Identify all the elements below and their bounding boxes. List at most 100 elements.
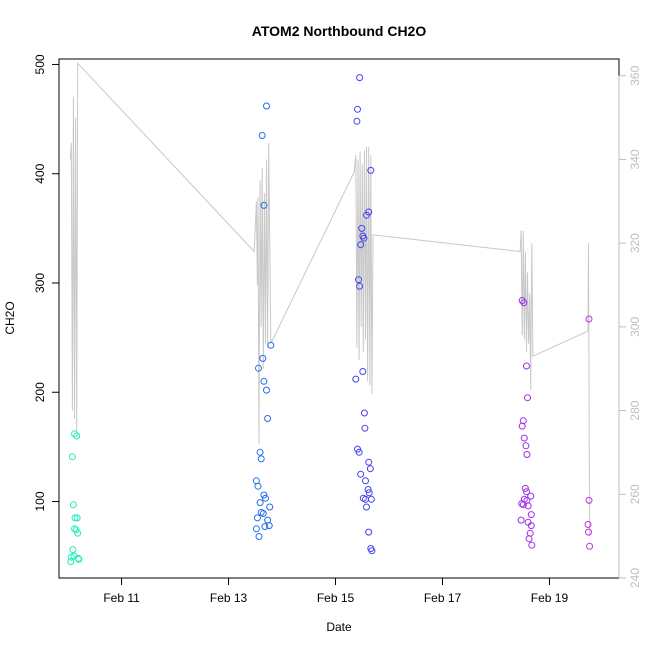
data-point bbox=[267, 341, 275, 349]
data-point bbox=[363, 211, 370, 219]
data-point bbox=[73, 432, 81, 440]
x-tick-label: Feb 19 bbox=[531, 591, 569, 605]
data-point bbox=[359, 368, 367, 375]
y-tick-label: 100 bbox=[33, 491, 47, 511]
data-point bbox=[75, 555, 83, 563]
data-point bbox=[520, 434, 528, 442]
data-point bbox=[527, 492, 535, 500]
data-point bbox=[266, 503, 274, 511]
y-tick-label: 200 bbox=[33, 382, 47, 402]
data-point bbox=[72, 526, 80, 534]
data-point bbox=[68, 453, 76, 461]
y-axis-label: CH2O bbox=[3, 301, 17, 334]
data-point bbox=[517, 516, 525, 524]
data-point bbox=[358, 224, 366, 232]
data-point bbox=[524, 502, 532, 510]
data-point bbox=[67, 558, 75, 566]
data-point bbox=[258, 132, 266, 139]
y-tick-label: 300 bbox=[33, 273, 47, 293]
data-point bbox=[527, 522, 535, 530]
data-point bbox=[585, 315, 593, 323]
data-point bbox=[523, 362, 530, 370]
data-point bbox=[365, 458, 373, 466]
data-point bbox=[71, 514, 79, 522]
data-point bbox=[71, 430, 78, 438]
data-point bbox=[523, 488, 530, 496]
trace-line bbox=[69, 61, 591, 537]
data-point bbox=[259, 354, 267, 362]
y-axis: 100 200 300 400 500 bbox=[33, 54, 60, 512]
data-point bbox=[357, 241, 365, 249]
data-point bbox=[366, 465, 374, 473]
data-point bbox=[527, 511, 535, 519]
data-point bbox=[367, 495, 375, 503]
data-point bbox=[74, 529, 82, 537]
data-point bbox=[518, 297, 526, 304]
data-point bbox=[355, 448, 363, 456]
data-point bbox=[360, 234, 368, 242]
data-point bbox=[519, 501, 527, 509]
data-point bbox=[362, 477, 369, 485]
data-point bbox=[69, 501, 77, 509]
data-point bbox=[355, 276, 362, 284]
data-point bbox=[263, 386, 270, 394]
data-point bbox=[528, 541, 536, 549]
right-tick-label: 360 bbox=[628, 65, 642, 85]
data-point bbox=[364, 486, 372, 493]
y-tick-label: 500 bbox=[33, 54, 47, 74]
right-tick-label: 340 bbox=[628, 149, 642, 169]
data-point bbox=[584, 521, 592, 528]
data-point bbox=[353, 117, 361, 125]
data-point bbox=[260, 201, 268, 209]
data-point bbox=[264, 415, 272, 422]
data-point bbox=[522, 442, 530, 450]
x-axis: Feb 11 Feb 13 Feb 15 Feb 17 Feb 19 bbox=[103, 577, 569, 605]
data-point bbox=[521, 484, 529, 492]
data-point bbox=[585, 528, 592, 536]
data-point bbox=[252, 525, 260, 533]
data-point bbox=[523, 451, 531, 458]
right-tick-label: 260 bbox=[628, 484, 642, 504]
x-tick-label: Feb 15 bbox=[317, 591, 355, 605]
x-tick-label: Feb 11 bbox=[103, 591, 140, 605]
data-point bbox=[524, 394, 531, 402]
data-point bbox=[256, 448, 264, 456]
data-point bbox=[586, 542, 594, 550]
data-point bbox=[363, 503, 370, 511]
x-axis-label: Date bbox=[326, 620, 352, 634]
data-point bbox=[265, 522, 273, 530]
right-tick-label: 240 bbox=[628, 568, 642, 588]
data-point bbox=[253, 514, 261, 522]
data-point bbox=[352, 375, 360, 383]
data-point bbox=[518, 500, 526, 508]
data-point bbox=[255, 364, 262, 372]
data-point bbox=[255, 533, 263, 540]
data-point bbox=[259, 510, 267, 517]
points-layer bbox=[67, 74, 594, 566]
data-point bbox=[360, 409, 368, 417]
data-point bbox=[356, 74, 364, 82]
data-point bbox=[67, 553, 75, 561]
data-point bbox=[365, 528, 373, 536]
data-point bbox=[254, 482, 262, 490]
x-tick-label: Feb 17 bbox=[424, 591, 462, 605]
chart-title: ATOM2 Northbound CH2O bbox=[252, 23, 427, 39]
data-point bbox=[354, 105, 361, 113]
data-point bbox=[263, 102, 270, 110]
data-point bbox=[365, 489, 373, 497]
data-point bbox=[356, 282, 364, 290]
trace-line-layer bbox=[69, 61, 591, 537]
data-point bbox=[256, 499, 264, 507]
data-point bbox=[520, 299, 528, 307]
data-point bbox=[357, 470, 365, 478]
y-tick-label: 400 bbox=[33, 163, 47, 183]
right-tick-label: 300 bbox=[628, 317, 642, 337]
data-point bbox=[361, 424, 369, 432]
data-point bbox=[260, 377, 268, 385]
right-tick-label: 320 bbox=[628, 233, 642, 253]
data-point bbox=[367, 166, 375, 174]
data-point bbox=[525, 535, 533, 543]
x-tick-label: Feb 13 bbox=[210, 591, 248, 605]
